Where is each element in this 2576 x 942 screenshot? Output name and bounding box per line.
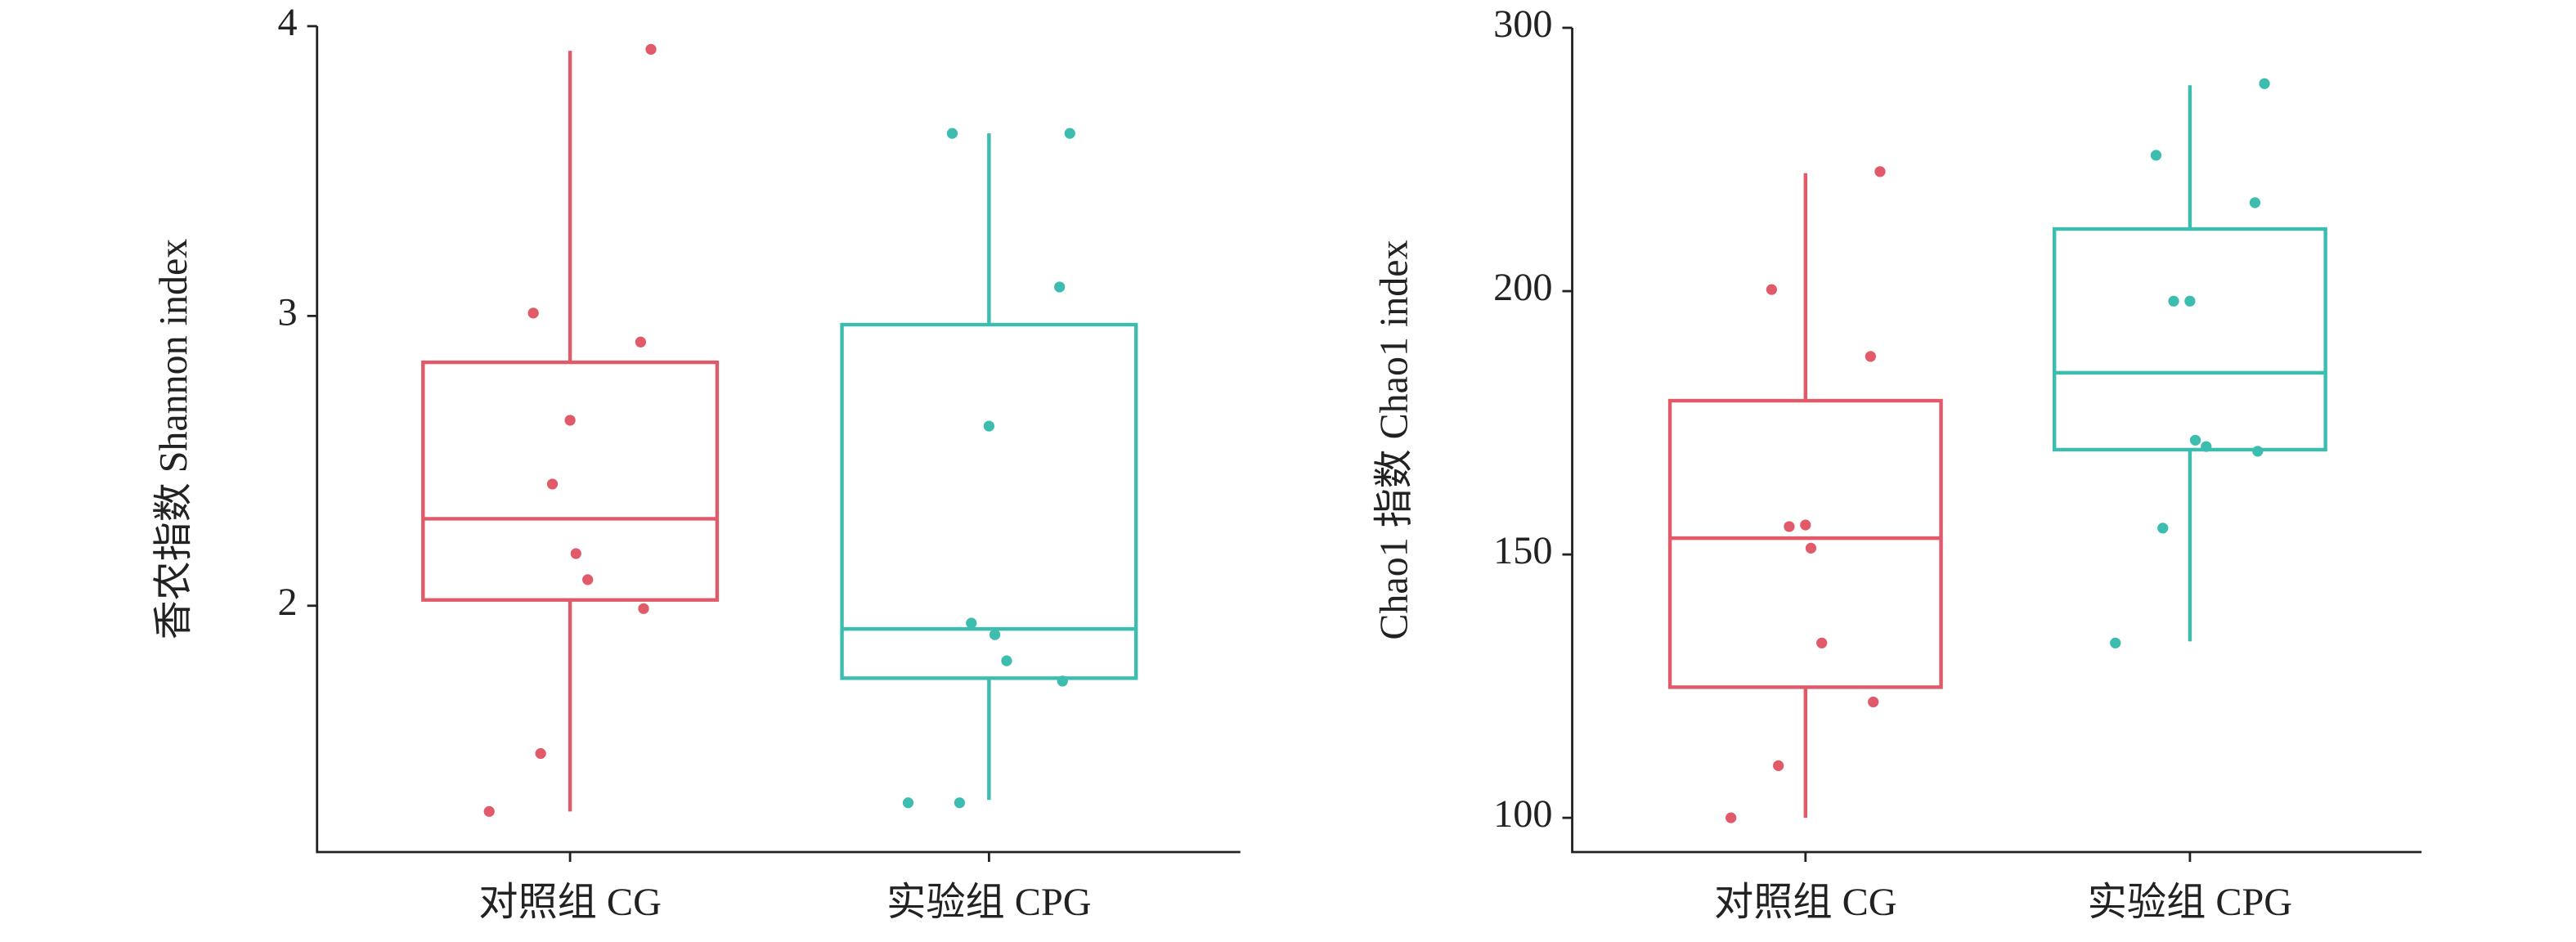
- box: [421, 360, 720, 602]
- data-point: [946, 128, 958, 139]
- data-point: [645, 43, 657, 55]
- data-point: [989, 629, 1001, 640]
- axis-line: [1571, 28, 2422, 854]
- y-tick-label: 100: [1493, 792, 1552, 836]
- y-tick-label: 300: [1493, 2, 1552, 46]
- x-tick-label: 实验组 CPG: [2088, 881, 2292, 924]
- data-point: [954, 797, 966, 809]
- y-tick-label: 150: [1493, 529, 1552, 572]
- y-tick-label: 2: [278, 581, 298, 624]
- data-point: [1001, 655, 1012, 666]
- data-point: [1816, 637, 1828, 648]
- x-tick-label: 对照组 CG: [478, 881, 662, 924]
- data-point: [1064, 128, 1075, 139]
- data-point: [535, 747, 546, 760]
- x-tick-label: 对照组 CG: [1714, 881, 1897, 924]
- data-point: [635, 336, 647, 348]
- data-point: [2150, 150, 2162, 161]
- y-axis-label: 香农指数 Shannon index: [152, 239, 195, 640]
- data-point: [2201, 441, 2212, 452]
- data-point: [1868, 696, 1879, 708]
- data-point: [902, 797, 914, 809]
- data-point: [1800, 519, 1811, 531]
- axis-line: [316, 26, 1241, 854]
- data-point: [570, 548, 581, 559]
- box: [2052, 227, 2327, 452]
- data-point: [2168, 295, 2179, 307]
- data-point: [564, 415, 576, 426]
- data-point: [2184, 295, 2196, 307]
- data-point: [2157, 523, 2169, 534]
- data-point: [983, 420, 995, 432]
- data-point: [2249, 197, 2261, 209]
- data-point: [638, 603, 649, 614]
- data-point: [1874, 166, 1886, 177]
- data-point: [1865, 351, 1876, 362]
- y-tick-label: 4: [278, 1, 298, 44]
- data-point: [966, 617, 977, 629]
- data-point: [483, 805, 495, 817]
- data-point: [1054, 281, 1066, 293]
- data-point: [2252, 446, 2264, 457]
- data-point: [2110, 637, 2121, 648]
- box: [840, 322, 1138, 680]
- x-tick-label: 实验组 CPG: [886, 881, 1091, 924]
- data-point: [1057, 675, 1068, 687]
- y-tick-label: 3: [278, 290, 298, 334]
- data-point: [1784, 521, 1795, 532]
- data-point: [2259, 78, 2270, 89]
- y-axis-label: Chao1 指数 Chao1 index: [1373, 240, 1416, 639]
- data-point: [1773, 760, 1784, 771]
- data-point: [546, 478, 559, 490]
- box: [1667, 398, 1943, 689]
- data-point: [582, 574, 594, 585]
- data-point: [1805, 542, 1817, 554]
- y-tick-label: 200: [1493, 266, 1552, 309]
- data-point: [1726, 812, 1737, 823]
- data-point: [527, 307, 539, 319]
- data-point: [1766, 284, 1778, 295]
- data-point: [2189, 434, 2201, 446]
